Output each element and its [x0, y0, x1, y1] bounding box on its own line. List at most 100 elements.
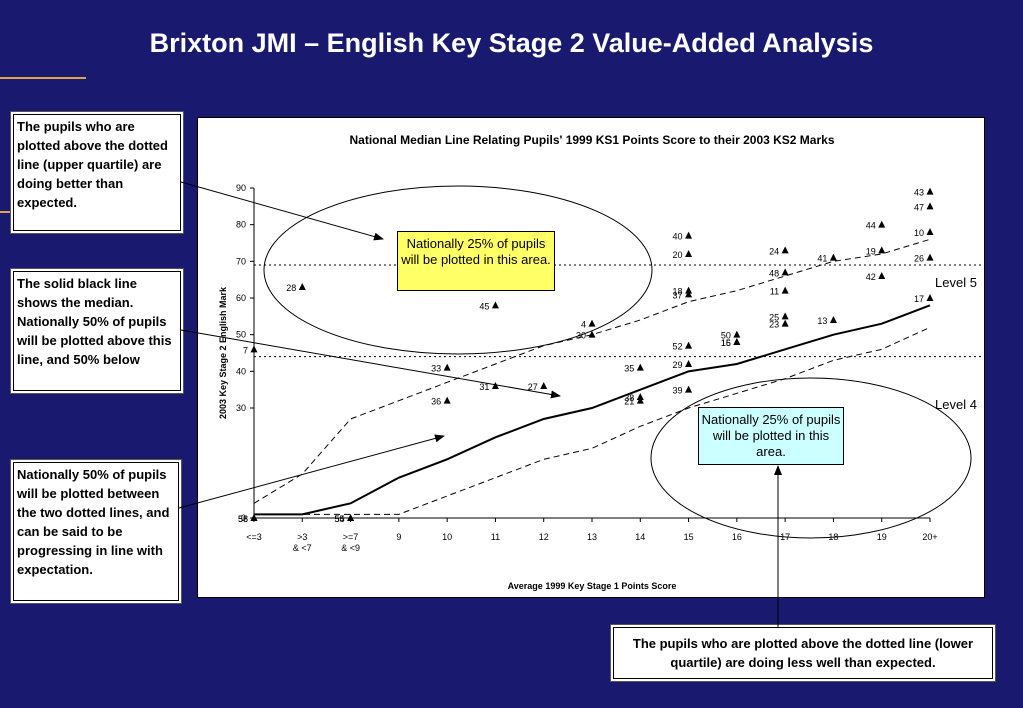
data-point-label: 29	[673, 360, 683, 370]
data-point-label: 16	[721, 338, 731, 348]
x-tick-label: 19	[877, 532, 887, 542]
y-tick-label: 90	[236, 183, 246, 193]
data-point	[781, 286, 789, 294]
data-point-label: 35	[624, 364, 634, 374]
data-point	[636, 396, 644, 404]
data-point-label: 54	[335, 514, 345, 524]
data-point	[878, 220, 886, 228]
callout-lower-area: Nationally 25% of pupils will be plotted…	[698, 407, 844, 465]
data-point	[491, 301, 499, 309]
data-point-label: 21	[624, 397, 634, 407]
y-axis-title: 2003 Key Stage 2 English Mark	[218, 286, 228, 419]
data-point-label: 41	[817, 254, 827, 264]
data-point-label: 30	[576, 331, 586, 341]
data-point	[685, 250, 693, 257]
data-point-label: 50	[721, 331, 731, 341]
x-tick-label: 14	[635, 532, 645, 542]
x-tick-label: 10	[442, 532, 452, 542]
accent-rule-small	[0, 211, 12, 213]
data-point	[298, 283, 306, 290]
data-point	[926, 202, 934, 210]
data-point-label: 13	[817, 316, 827, 326]
level4-label: Level 4	[935, 397, 977, 412]
data-point	[685, 385, 693, 393]
data-point-label: 27	[528, 382, 538, 392]
data-point-label: 40	[673, 232, 683, 242]
data-point	[733, 338, 741, 345]
data-point	[636, 363, 644, 371]
data-point-label: 7	[243, 345, 248, 355]
data-point	[878, 246, 886, 254]
quartile-line	[254, 326, 931, 515]
chart-panel: National Median Line Relating Pupils' 19…	[197, 117, 985, 598]
data-point	[685, 286, 693, 294]
data-point	[926, 187, 934, 195]
y-tick-label: 70	[236, 256, 246, 266]
data-point-label: 11	[770, 287, 779, 297]
data-point	[443, 396, 451, 404]
data-point	[636, 393, 644, 400]
x-tick-label: & <7	[293, 543, 312, 553]
x-tick-label: 9	[396, 532, 401, 542]
data-point	[491, 382, 499, 389]
data-point	[685, 341, 693, 349]
x-tick-label: 15	[684, 532, 694, 542]
y-tick-label: 0	[241, 513, 246, 523]
data-point	[926, 228, 934, 235]
data-point-label: 52	[673, 342, 683, 352]
data-point-label: 24	[769, 246, 779, 256]
data-point	[878, 272, 886, 279]
data-point-label: 45	[479, 301, 489, 311]
data-point-label: 18	[673, 287, 683, 297]
data-point-label: 17	[914, 294, 924, 304]
data-point	[588, 319, 596, 327]
data-point	[829, 253, 837, 261]
data-point	[733, 330, 741, 338]
note-lower-quartile: The pupils who are plotted above the dot…	[613, 627, 993, 679]
data-point	[443, 363, 451, 371]
data-point-label: 44	[866, 221, 876, 231]
data-point	[926, 253, 934, 261]
level5-label: Level 5	[935, 275, 977, 290]
data-point-label: 15	[721, 338, 731, 348]
x-tick-label: 11	[491, 532, 500, 542]
data-point-label: 37	[673, 290, 683, 300]
y-tick-label: 50	[236, 330, 246, 340]
accent-rule	[0, 77, 86, 79]
note-middle-band: Nationally 50% of pupils will be plotted…	[13, 462, 179, 601]
x-tick-label: 16	[732, 532, 742, 542]
x-tick-label: 20+	[922, 532, 937, 542]
data-point-label: 56	[238, 514, 248, 524]
data-point-label: 55	[335, 514, 345, 524]
x-tick-label: >3	[297, 532, 307, 542]
data-point	[926, 294, 934, 301]
data-point	[347, 514, 355, 521]
data-point-label: 20	[673, 250, 683, 260]
data-point-label: 42	[866, 272, 876, 282]
callout-upper-area: Nationally 25% of pupils will be plotted…	[397, 231, 555, 291]
data-point	[588, 330, 596, 338]
data-point-label: 33	[431, 364, 441, 374]
y-tick-label: 30	[236, 403, 246, 413]
y-tick-label: 40	[236, 366, 246, 376]
data-point-label: 26	[914, 254, 924, 264]
note-upper-quartile: The pupils who are plotted above the dot…	[13, 114, 181, 231]
y-tick-label: 60	[236, 293, 246, 303]
data-point-label: 28	[286, 283, 296, 293]
data-point-label: 47	[914, 202, 924, 212]
data-point-label: 39	[673, 386, 683, 396]
note-median: The solid black line shows the median. N…	[13, 271, 181, 391]
data-point	[781, 246, 789, 254]
data-point-label: 31	[479, 382, 489, 392]
x-tick-label: 13	[587, 532, 597, 542]
data-point-label: 43	[914, 188, 924, 198]
lower-area-ellipse	[650, 377, 972, 539]
data-point	[829, 316, 837, 323]
x-tick-label: >=7	[343, 532, 359, 542]
data-point	[540, 382, 548, 389]
data-point-label: 23	[769, 320, 779, 330]
data-point	[250, 345, 258, 353]
data-point	[685, 231, 693, 239]
data-point	[781, 319, 789, 327]
chart: National Median Line Relating Pupils' 19…	[218, 133, 985, 591]
